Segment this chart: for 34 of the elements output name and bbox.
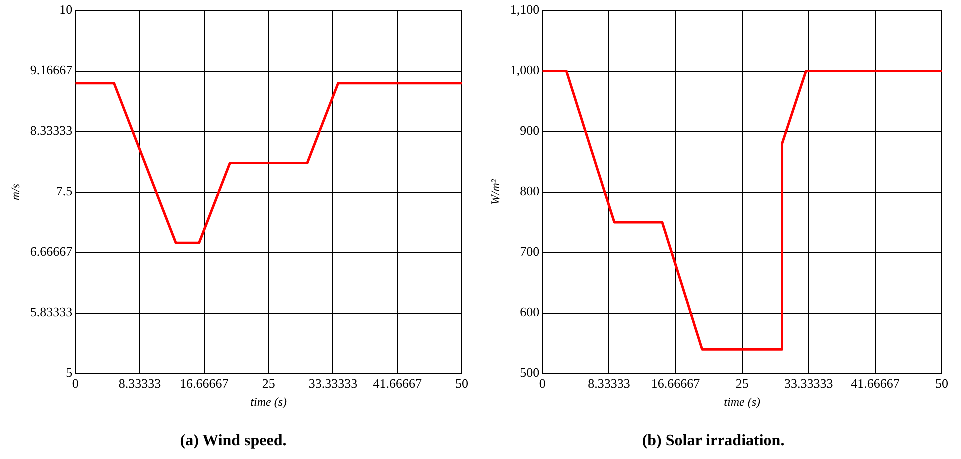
x-tick-label: 16.66667 — [651, 376, 701, 392]
x-axis-title: time (s) — [724, 394, 760, 409]
y-tick-label: 800 — [520, 184, 540, 199]
y-tick-label: 900 — [520, 123, 540, 138]
x-tick-label: 50 — [936, 376, 948, 392]
y-tick-label: 1,100 — [510, 2, 540, 18]
x-tick-label: 16.66667 — [180, 376, 230, 392]
y-tick-label: 5.83333 — [30, 304, 73, 320]
x-axis-title: time (s) — [250, 394, 287, 409]
y-tick-label: 5 — [66, 365, 73, 380]
y-tick-label: 10 — [60, 2, 73, 18]
x-tick-label: 50 — [456, 376, 468, 392]
y-tick-label: 7.5 — [56, 184, 73, 199]
x-tick-label: 8.33333 — [588, 376, 630, 392]
text: (a) Wind speed. — [180, 432, 287, 450]
text: (b) Solar irradiation. — [642, 432, 785, 450]
y-axis-title: W/m² — [488, 179, 502, 206]
x-tick-label: 0 — [72, 376, 79, 392]
x-tick-label: 25 — [262, 376, 276, 392]
y-tick-label: 1,000 — [510, 62, 540, 78]
y-tick-label: 9.16667 — [30, 62, 74, 78]
x-tick-label: 41.66667 — [851, 376, 900, 392]
y-axis-title: m/s — [8, 184, 22, 201]
x-tick-label: 0 — [539, 376, 546, 392]
y-tick-label: 500 — [520, 365, 540, 380]
y-tick-label: 8.33333 — [30, 123, 73, 138]
y-tick-label: 6.66667 — [30, 244, 74, 260]
x-tick-label: 41.66667 — [373, 376, 422, 392]
y-tick-label: 600 — [520, 304, 540, 320]
x-tick-label: 33.33333 — [308, 376, 358, 392]
x-tick-label: 25 — [736, 376, 749, 392]
x-tick-label: 8.33333 — [118, 376, 162, 392]
y-tick-label: 700 — [520, 244, 540, 260]
x-tick-label: 33.33333 — [784, 376, 834, 392]
